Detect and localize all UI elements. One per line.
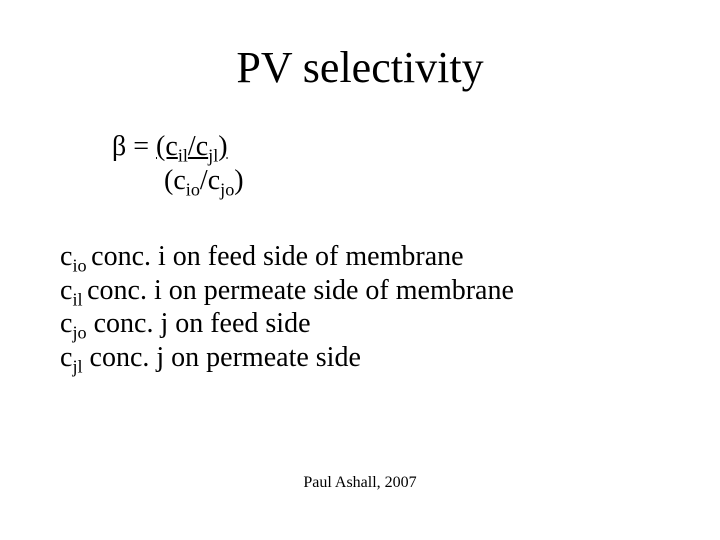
- def-text: conc. j on permeate side: [83, 342, 361, 373]
- num-close: ): [218, 131, 227, 162]
- formula-line-2: (cio/cjo): [164, 164, 244, 198]
- def-sym: c: [60, 342, 72, 373]
- def-cjl: cjl conc. j on permeate side: [60, 341, 514, 375]
- def-sub: il: [72, 289, 87, 309]
- slide-title: PV selectivity: [0, 42, 720, 93]
- def-sym: c: [60, 308, 72, 339]
- def-cil: cil conc. i on permeate side of membrane: [60, 274, 514, 308]
- slide: PV selectivity β = (cil/cjl) (cio/cjo) c…: [0, 0, 720, 540]
- den-sub2: jo: [220, 179, 234, 199]
- def-text: conc. j on feed side: [87, 308, 311, 339]
- num-slash: /c: [188, 131, 208, 162]
- def-text: conc. i on feed side of membrane: [91, 241, 463, 272]
- den-close: ): [234, 165, 243, 196]
- den-slash: /c: [200, 165, 220, 196]
- num-sub1: il: [178, 146, 188, 166]
- footer-attribution: Paul Ashall, 2007: [0, 474, 720, 492]
- def-sub: jo: [72, 323, 86, 343]
- num-sub2: jl: [208, 146, 218, 166]
- def-cjo: cjo conc. j on feed side: [60, 307, 514, 341]
- beta-symbol: β: [112, 131, 126, 162]
- def-sub: jl: [72, 356, 82, 376]
- selectivity-formula: β = (cil/cjl) (cio/cjo): [112, 130, 244, 197]
- formula-denominator: (cio/cjo): [164, 165, 244, 196]
- def-text: conc. i on permeate side of membrane: [87, 275, 514, 306]
- formula-numerator: (cil/cjl): [156, 131, 228, 162]
- den-open: (c: [164, 165, 186, 196]
- num-open: (c: [156, 131, 178, 162]
- def-sym: c: [60, 241, 72, 272]
- equals: =: [126, 131, 156, 162]
- def-sym: c: [60, 275, 72, 306]
- def-sub: io: [72, 256, 91, 276]
- formula-line-1: β = (cil/cjl): [112, 130, 244, 164]
- def-cio: cio conc. i on feed side of membrane: [60, 240, 514, 274]
- definitions-block: cio conc. i on feed side of membrane cil…: [60, 240, 514, 374]
- den-sub1: io: [186, 179, 200, 199]
